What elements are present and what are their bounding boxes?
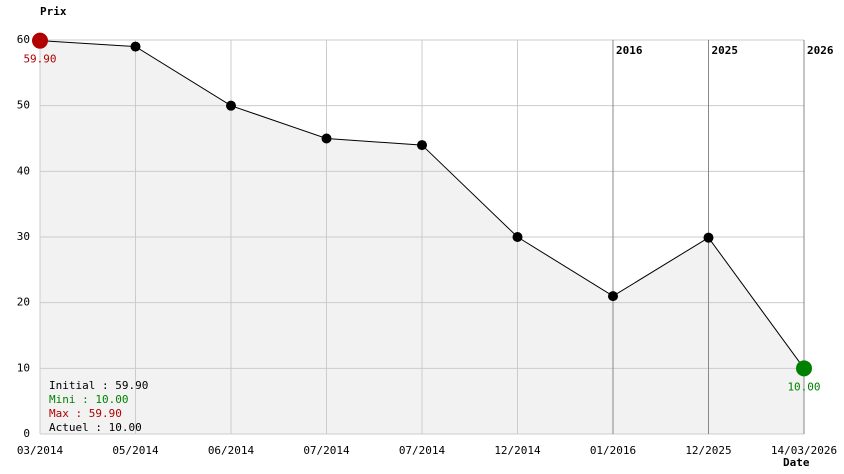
point bbox=[226, 100, 236, 111]
point bbox=[417, 140, 427, 151]
y-tick-label: 20 bbox=[17, 296, 30, 309]
point bbox=[512, 232, 523, 242]
point bbox=[130, 41, 141, 52]
stat: Mini : 10.00 bbox=[49, 393, 128, 406]
x-tick-label: 14/03/2026 bbox=[771, 444, 837, 457]
stat: Max : 59.90 bbox=[49, 407, 122, 420]
x-tick-label: 01/2016 bbox=[590, 444, 636, 457]
y-tick-label: 60 bbox=[17, 33, 30, 46]
point bbox=[608, 291, 618, 302]
x-axis-label: Date bbox=[783, 456, 810, 469]
year-label: 2026 bbox=[807, 44, 834, 57]
year-label: 2016 bbox=[616, 44, 643, 57]
x-tick-label: 03/2014 bbox=[17, 444, 64, 457]
x-tick-label: 12/2025 bbox=[685, 444, 731, 457]
x-tick-label: 12/2014 bbox=[494, 444, 541, 457]
point bbox=[321, 133, 332, 144]
x-tick-label: 05/2014 bbox=[112, 444, 159, 457]
value-label: 59.90 bbox=[23, 53, 56, 66]
x-tick-label: 07/2014 bbox=[399, 444, 446, 457]
point bbox=[796, 360, 812, 377]
x-tick-label: 06/2014 bbox=[208, 444, 255, 457]
y-axis-label: Prix bbox=[40, 5, 67, 18]
x-tick-label: 07/2014 bbox=[303, 444, 350, 457]
y-tick-label: 0 bbox=[23, 427, 30, 440]
point bbox=[703, 232, 714, 243]
y-tick-label: 10 bbox=[17, 361, 30, 374]
stat: Initial : 59.90 bbox=[49, 379, 148, 392]
value-label: 10.00 bbox=[787, 380, 820, 393]
y-tick-label: 40 bbox=[17, 164, 30, 177]
y-tick-label: 30 bbox=[17, 230, 30, 243]
year-label: 2025 bbox=[712, 44, 739, 57]
y-tick-label: 50 bbox=[17, 99, 30, 112]
point bbox=[32, 32, 48, 49]
stat: Actuel : 10.00 bbox=[49, 421, 142, 434]
